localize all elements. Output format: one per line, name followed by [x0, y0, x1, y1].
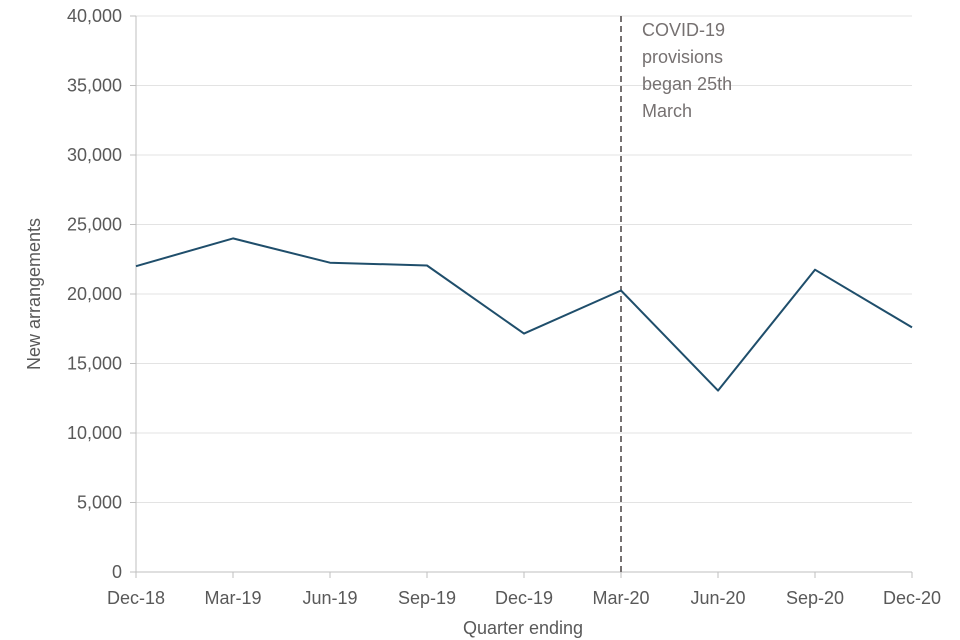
y-tick-labels: 0 5,000 10,000 15,000 20,000 25,000 30,000 35,0…: [67, 6, 122, 582]
annotation-text-line: began 25th: [642, 74, 732, 94]
x-tick-label: Mar-19: [204, 588, 261, 608]
y-tick-label: 5,000: [77, 493, 122, 513]
x-tick-label: Jun-19: [302, 588, 357, 608]
x-tick-label: Mar-20: [592, 588, 649, 608]
y-tick-label: 35,000: [67, 76, 122, 96]
annotation-text-line: provisions: [642, 47, 723, 67]
x-axis-title: Quarter ending: [463, 618, 583, 638]
x-tick-label: Sep-19: [398, 588, 456, 608]
series-line: [135, 237, 913, 392]
x-tick-label: Jun-20: [690, 588, 745, 608]
x-tick-label: Sep-20: [786, 588, 844, 608]
y-tick-label: 40,000: [67, 6, 122, 26]
x-tick-labels: Dec-18 Mar-19 Jun-19 Sep-19 Dec-19 Mar-20 Jun-…: [107, 588, 941, 608]
x-tick-label: Dec-20: [883, 588, 941, 608]
x-tick-label: Dec-19: [495, 588, 553, 608]
annotation-text-line: March: [642, 101, 692, 121]
x-tick-label: Dec-18: [107, 588, 165, 608]
y-axis-title: New arrangements: [24, 218, 44, 370]
y-tick-label: 25,000: [67, 215, 122, 235]
y-tick-label: 10,000: [67, 423, 122, 443]
y-tick-label: 20,000: [67, 284, 122, 304]
covid-annotation: COVID-19 provisions began 25th March: [620, 16, 732, 572]
axes: [130, 15, 913, 578]
y-tick-label: 30,000: [67, 145, 122, 165]
y-tick-label: 0: [112, 562, 122, 582]
gridlines: [136, 15, 912, 503]
annotation-text-line: COVID-19: [642, 20, 725, 40]
series: [135, 237, 913, 392]
y-tick-label: 15,000: [67, 354, 122, 374]
